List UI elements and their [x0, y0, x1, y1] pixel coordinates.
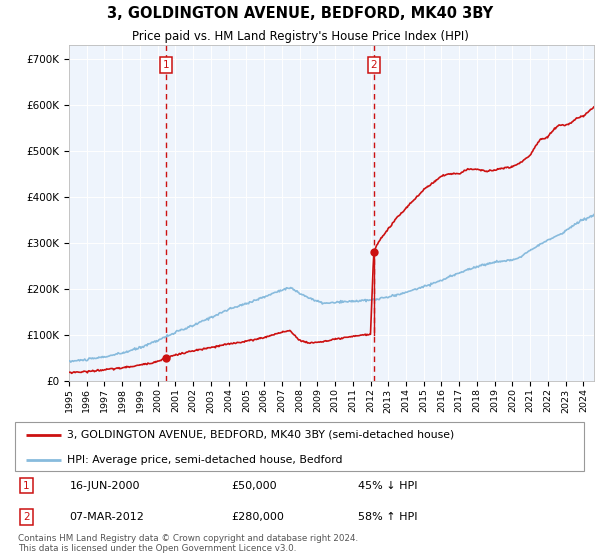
- Text: 58% ↑ HPI: 58% ↑ HPI: [358, 512, 417, 522]
- Text: Contains HM Land Registry data © Crown copyright and database right 2024.
This d: Contains HM Land Registry data © Crown c…: [18, 534, 358, 553]
- Text: 1: 1: [163, 60, 169, 70]
- Text: 1: 1: [23, 480, 30, 491]
- Text: 2: 2: [370, 60, 377, 70]
- Text: 3, GOLDINGTON AVENUE, BEDFORD, MK40 3BY: 3, GOLDINGTON AVENUE, BEDFORD, MK40 3BY: [107, 6, 493, 21]
- Text: 45% ↓ HPI: 45% ↓ HPI: [358, 480, 417, 491]
- Text: 07-MAR-2012: 07-MAR-2012: [70, 512, 145, 522]
- Text: 16-JUN-2000: 16-JUN-2000: [70, 480, 140, 491]
- FancyBboxPatch shape: [15, 422, 584, 471]
- Text: £50,000: £50,000: [231, 480, 277, 491]
- Text: HPI: Average price, semi-detached house, Bedford: HPI: Average price, semi-detached house,…: [67, 455, 342, 465]
- Text: £280,000: £280,000: [231, 512, 284, 522]
- Text: 2: 2: [23, 512, 30, 522]
- Text: Price paid vs. HM Land Registry's House Price Index (HPI): Price paid vs. HM Land Registry's House …: [131, 30, 469, 43]
- Bar: [166, 45, 374, 381]
- Text: 3, GOLDINGTON AVENUE, BEDFORD, MK40 3BY (semi-detached house): 3, GOLDINGTON AVENUE, BEDFORD, MK40 3BY …: [67, 430, 454, 440]
